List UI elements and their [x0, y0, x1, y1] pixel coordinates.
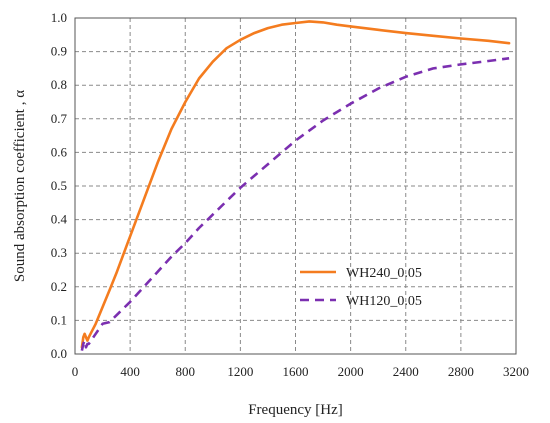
y-tick-label: 0.1 — [51, 312, 67, 327]
x-tick-label: 2000 — [338, 364, 364, 379]
y-tick-label: 0.4 — [51, 212, 68, 227]
series-line-1 — [80, 57, 510, 351]
x-tick-labels: 0 400 800 1200 1600 2000 2400 2800 3200 — [72, 364, 529, 379]
series-line-0 — [80, 20, 511, 349]
y-axis-label: Sound absorption coefficient , α — [12, 90, 28, 282]
legend-label-wh120: WH120_0.05 — [346, 294, 422, 309]
series-lines — [80, 20, 511, 351]
legend: WH240_0.05 WH120_0.05 — [300, 266, 422, 309]
x-tick-label: 1200 — [227, 364, 253, 379]
x-tick-label: 400 — [120, 364, 140, 379]
legend-label-wh240: WH240_0.05 — [346, 266, 422, 281]
grid — [75, 18, 516, 354]
y-tick-label: 0.7 — [51, 111, 68, 126]
x-tick-label: 800 — [176, 364, 196, 379]
y-tick-label: 0.8 — [51, 77, 67, 92]
x-tick-label: 3200 — [503, 364, 529, 379]
x-tick-label: 2800 — [448, 364, 474, 379]
y-tick-labels: 0.0 0.1 0.2 0.3 0.4 0.5 0.6 0.7 0.8 0.9 1.0 — [51, 10, 68, 361]
y-tick-label: 0.2 — [51, 279, 67, 294]
y-tick-label: 0.9 — [51, 44, 67, 59]
plot-frame — [74, 17, 517, 355]
y-tick-label: 0.3 — [51, 245, 67, 260]
x-tick-label: 1600 — [283, 364, 309, 379]
y-tick-label: 0.5 — [51, 178, 67, 193]
y-tick-label: 0.0 — [51, 346, 67, 361]
y-tick-label: 0.6 — [51, 144, 68, 159]
x-tick-label: 0 — [72, 364, 79, 379]
y-tick-label: 1.0 — [51, 10, 67, 25]
x-tick-label: 2400 — [393, 364, 419, 379]
x-axis-label: Frequency [Hz] — [248, 402, 343, 418]
